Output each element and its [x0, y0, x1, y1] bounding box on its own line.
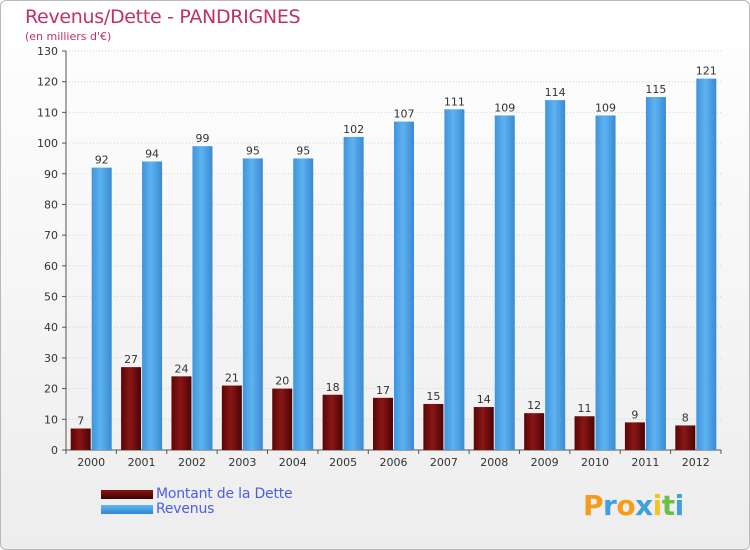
bar-dette	[272, 388, 293, 450]
y-tick-label: 40	[44, 321, 58, 334]
logo-letter: o	[616, 489, 636, 522]
legend-label-dette: Montant de la Dette	[156, 486, 293, 502]
bar-revenus	[595, 115, 616, 450]
data-label-revenus: 109	[595, 101, 616, 114]
legend-swatch-dette	[101, 490, 153, 499]
y-tick-label: 120	[37, 76, 58, 89]
bar-revenus	[91, 167, 112, 450]
bar-revenus	[394, 121, 414, 450]
data-label-revenus: 95	[296, 144, 310, 157]
x-tick-label: 2003	[228, 456, 256, 469]
x-tick-label: 2007	[430, 456, 458, 469]
y-tick-label: 50	[44, 291, 58, 304]
data-label-dette: 18	[326, 381, 340, 394]
logo-letter: P	[583, 489, 604, 522]
logo-letter: t	[661, 489, 675, 522]
y-tick-label: 100	[37, 137, 58, 150]
data-label-revenus: 121	[696, 65, 717, 78]
y-tick-label: 20	[44, 383, 58, 396]
legend-swatch-revenus	[101, 505, 153, 514]
bar-dette	[70, 428, 91, 450]
x-tick-label: 2005	[329, 456, 357, 469]
bar-dette	[524, 413, 545, 450]
data-label-dette: 27	[124, 353, 138, 366]
y-tick-label: 80	[44, 198, 58, 211]
bar-dette	[171, 376, 192, 450]
data-label-dette: 12	[527, 399, 541, 412]
bar-revenus	[343, 136, 364, 450]
x-tick-label: 2001	[128, 456, 156, 469]
x-tick-label: 2010	[581, 456, 609, 469]
bar-dette	[221, 385, 242, 450]
y-tick-label: 30	[44, 352, 58, 365]
bar-revenus	[192, 146, 213, 450]
data-label-dette: 8	[682, 411, 689, 424]
data-label-revenus: 92	[95, 154, 109, 167]
data-label-dette: 24	[174, 362, 188, 375]
x-tick-label: 2002	[178, 456, 206, 469]
data-label-revenus: 114	[545, 86, 566, 99]
data-label-dette: 20	[275, 375, 289, 388]
bar-dette	[675, 425, 696, 450]
bar-dette	[423, 403, 444, 450]
bar-dette	[322, 394, 343, 450]
data-label-revenus: 109	[494, 101, 515, 114]
bar-dette	[373, 397, 393, 450]
data-label-dette: 14	[477, 393, 491, 406]
logo-letter: i	[652, 489, 663, 522]
chart-title: Revenus/Dette - PANDRIGNES	[25, 6, 301, 28]
data-label-revenus: 115	[645, 83, 666, 96]
logo-letter: i	[674, 489, 685, 522]
legend-label-revenus: Revenus	[156, 501, 215, 517]
bar-revenus	[242, 158, 263, 450]
x-tick-label: 2009	[531, 456, 559, 469]
x-tick-label: 2000	[77, 456, 105, 469]
data-label-revenus: 94	[145, 147, 159, 160]
x-tick-label: 2008	[480, 456, 508, 469]
logo-letter: x	[635, 489, 653, 522]
x-tick-label: 2012	[682, 456, 710, 469]
logo-letter: r	[603, 489, 617, 522]
bar-revenus	[293, 158, 314, 450]
data-label-revenus: 111	[444, 95, 465, 108]
data-label-dette: 9	[631, 408, 638, 421]
bar-dette	[473, 407, 494, 450]
bar-revenus	[142, 161, 163, 450]
data-label-revenus: 107	[394, 108, 415, 121]
proxiti-logo: Proxiti	[583, 489, 684, 522]
y-tick-label: 130	[37, 45, 58, 58]
data-label-dette: 11	[578, 402, 592, 415]
x-tick-label: 2011	[631, 456, 659, 469]
data-label-dette: 21	[225, 372, 239, 385]
bar-revenus	[545, 100, 566, 450]
data-label-dette: 7	[77, 415, 84, 428]
data-label-revenus: 99	[195, 132, 209, 145]
data-label-revenus: 95	[246, 144, 260, 157]
bar-dette	[121, 367, 142, 450]
data-label-revenus: 102	[343, 123, 364, 136]
y-tick-label: 90	[44, 168, 58, 181]
y-tick-label: 60	[44, 260, 58, 273]
x-tick-label: 2006	[380, 456, 408, 469]
y-tick-label: 0	[51, 444, 58, 457]
bar-dette	[574, 416, 595, 450]
x-tick-label: 2004	[279, 456, 307, 469]
data-label-dette: 17	[376, 384, 390, 397]
y-tick-label: 110	[37, 106, 58, 119]
data-label-dette: 15	[426, 390, 440, 403]
chart-subtitle: (en milliers d'€)	[25, 30, 112, 43]
bar-revenus	[444, 109, 465, 451]
bar-revenus	[696, 78, 717, 450]
y-tick-label: 10	[44, 413, 58, 426]
bar-revenus	[645, 97, 666, 451]
bar-dette	[624, 422, 645, 450]
y-tick-label: 70	[44, 229, 58, 242]
bar-revenus	[494, 115, 515, 450]
